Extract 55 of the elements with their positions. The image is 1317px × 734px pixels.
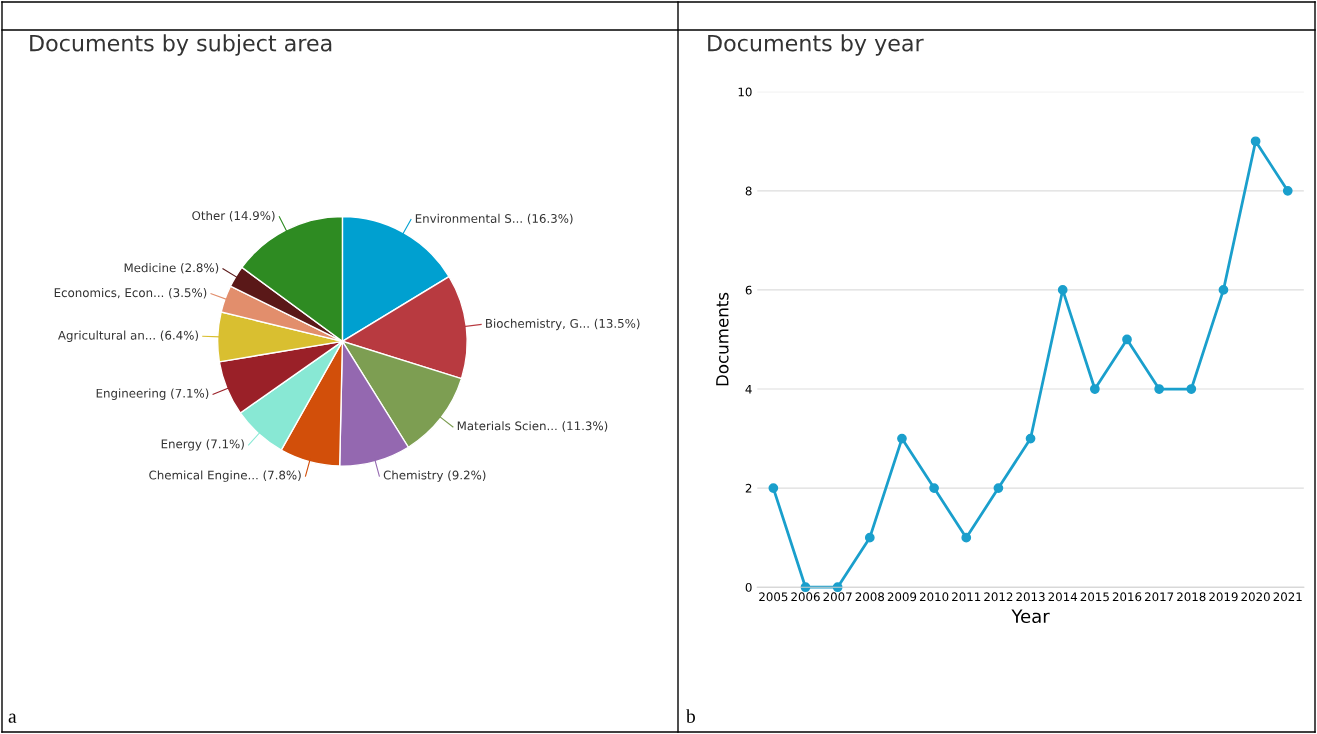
y-tick-label: 6 bbox=[745, 285, 752, 295]
y-tick-label: 4 bbox=[745, 384, 752, 394]
x-tick-label: 2010 bbox=[919, 592, 949, 602]
x-tick-label: 2014 bbox=[1048, 592, 1078, 602]
text: b bbox=[686, 709, 695, 723]
x-tick-label: 2019 bbox=[1209, 592, 1238, 602]
point bbox=[993, 483, 1004, 493]
slice-label: Medicine (2.8%) bbox=[124, 263, 219, 274]
y-axis-title: Documents bbox=[716, 292, 729, 386]
x-tick-label: 2006 bbox=[791, 592, 820, 602]
point bbox=[1282, 185, 1293, 196]
x-tick-label: 2015 bbox=[1080, 592, 1109, 602]
y-tick-label: 10 bbox=[738, 87, 752, 97]
slice-label: Economics, Econ... (3.5%) bbox=[54, 288, 207, 299]
x-tick-label: 2016 bbox=[1112, 592, 1142, 602]
point bbox=[929, 483, 939, 493]
text: a bbox=[8, 713, 17, 723]
slice-label: Environmental S... (16.3%) bbox=[415, 213, 573, 225]
y-tick-label: 2 bbox=[745, 483, 752, 493]
point bbox=[897, 433, 907, 444]
slice-label: Agricultural an... (6.4%) bbox=[58, 330, 199, 342]
x-tick-label: 2012 bbox=[984, 592, 1013, 602]
x-axis-title: Year bbox=[1011, 609, 1050, 624]
point bbox=[1025, 433, 1036, 444]
chart-title: Documents by subject area bbox=[30, 34, 332, 56]
slice-label: Materials Scien... (11.3%) bbox=[457, 421, 608, 432]
point bbox=[1218, 285, 1229, 295]
point bbox=[1057, 285, 1068, 295]
point bbox=[1089, 384, 1100, 394]
x-tick-label: 2005 bbox=[759, 592, 788, 602]
slice-label: Chemistry (9.2%) bbox=[383, 470, 486, 482]
point bbox=[1122, 334, 1132, 345]
slice-label: Other (14.9%) bbox=[192, 210, 275, 222]
x-tick-label: 2008 bbox=[855, 592, 885, 602]
x-tick-label: 2017 bbox=[1145, 592, 1174, 602]
point bbox=[1250, 136, 1261, 147]
point bbox=[1154, 384, 1165, 394]
slice-label: Energy (7.1%) bbox=[161, 439, 244, 451]
x-tick-label: 2011 bbox=[952, 592, 981, 602]
slice-label: Biochemistry, G... (13.5%) bbox=[486, 318, 640, 331]
slice-label: Chemical Engine... (7.8%) bbox=[149, 470, 301, 482]
point bbox=[1186, 384, 1197, 394]
chart-title: Documents by year bbox=[708, 34, 924, 56]
x-tick-label: 2009 bbox=[887, 592, 917, 602]
x-tick-label: 2018 bbox=[1177, 592, 1206, 602]
x-tick-label: 2021 bbox=[1273, 592, 1302, 602]
slice-label: Engineering (7.1%) bbox=[96, 388, 209, 400]
x-tick-label: 2020 bbox=[1241, 592, 1270, 602]
point bbox=[864, 532, 875, 543]
point bbox=[961, 532, 972, 543]
y-tick-label: 0 bbox=[745, 582, 752, 592]
x-tick-label: 2007 bbox=[823, 592, 852, 602]
x-tick-label: 2013 bbox=[1016, 592, 1045, 602]
y-tick-label: 8 bbox=[745, 186, 752, 196]
point bbox=[768, 483, 779, 493]
